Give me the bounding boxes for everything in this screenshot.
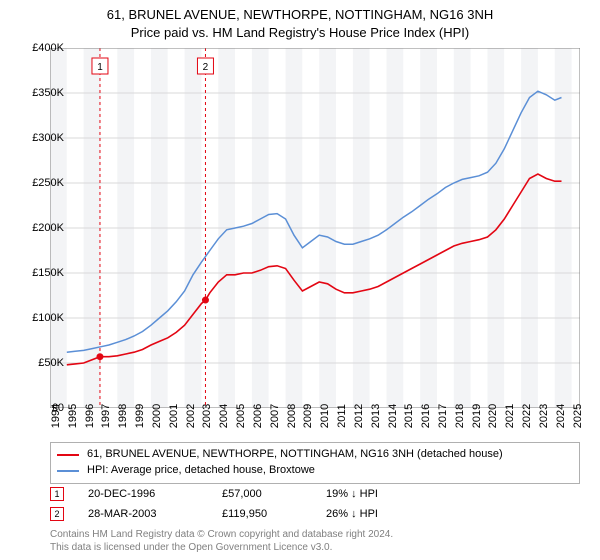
sale-date-1: 20-DEC-1996 (88, 488, 198, 500)
x-tick-label: 2024 (555, 404, 567, 428)
sale-row-2: 2 28-MAR-2003 £119,950 26% ↓ HPI (50, 504, 580, 524)
x-tick-label: 2025 (572, 404, 584, 428)
x-tick-label: 1994 (50, 404, 62, 428)
x-tick-label: 2019 (471, 404, 483, 428)
y-tick-label: £400K (32, 42, 64, 54)
x-tick-label: 1996 (84, 404, 96, 428)
y-tick-label: £100K (32, 312, 64, 324)
chart-svg: 12 (50, 48, 580, 408)
x-tick-label: 2014 (387, 404, 399, 428)
sale-delta-2: 26% ↓ HPI (326, 508, 426, 520)
sale-date-2: 28-MAR-2003 (88, 508, 198, 520)
legend-label-hpi: HPI: Average price, detached house, Brox… (87, 463, 315, 479)
y-tick-label: £250K (32, 177, 64, 189)
y-tick-label: £50K (38, 357, 64, 369)
footer-line-2: This data is licensed under the Open Gov… (50, 541, 580, 554)
title-line-2: Price paid vs. HM Land Registry's House … (0, 24, 600, 42)
legend-row-property: 61, BRUNEL AVENUE, NEWTHORPE, NOTTINGHAM… (57, 447, 573, 463)
x-tick-label: 2006 (252, 404, 264, 428)
x-tick-label: 1997 (100, 404, 112, 428)
sale-delta-1: 19% ↓ HPI (326, 488, 426, 500)
chart-container: 61, BRUNEL AVENUE, NEWTHORPE, NOTTINGHAM… (0, 0, 600, 560)
sales-block: 1 20-DEC-1996 £57,000 19% ↓ HPI 2 28-MAR… (50, 484, 580, 524)
x-tick-label: 2005 (235, 404, 247, 428)
x-tick-label: 1999 (134, 404, 146, 428)
x-tick-label: 2016 (420, 404, 432, 428)
legend-label-property: 61, BRUNEL AVENUE, NEWTHORPE, NOTTINGHAM… (87, 447, 503, 463)
x-tick-label: 2023 (538, 404, 550, 428)
sale-row-1: 1 20-DEC-1996 £57,000 19% ↓ HPI (50, 484, 580, 504)
x-tick-label: 2008 (286, 404, 298, 428)
sale-marker-1: 1 (50, 487, 64, 501)
x-tick-label: 2003 (201, 404, 213, 428)
x-tick-label: 2021 (504, 404, 516, 428)
footer: Contains HM Land Registry data © Crown c… (50, 528, 580, 554)
legend: 61, BRUNEL AVENUE, NEWTHORPE, NOTTINGHAM… (50, 442, 580, 484)
sale-price-2: £119,950 (222, 508, 302, 520)
x-tick-label: 2009 (302, 404, 314, 428)
sale-marker-2: 2 (50, 507, 64, 521)
y-tick-label: £150K (32, 267, 64, 279)
x-tick-label: 2000 (151, 404, 163, 428)
x-tick-label: 1998 (117, 404, 129, 428)
y-tick-label: £350K (32, 87, 64, 99)
svg-text:1: 1 (97, 62, 103, 73)
x-tick-label: 2011 (336, 404, 348, 428)
footer-line-1: Contains HM Land Registry data © Crown c… (50, 528, 580, 541)
legend-row-hpi: HPI: Average price, detached house, Brox… (57, 463, 573, 479)
x-tick-label: 2001 (168, 404, 180, 428)
title-block: 61, BRUNEL AVENUE, NEWTHORPE, NOTTINGHAM… (0, 0, 600, 41)
sale-price-1: £57,000 (222, 488, 302, 500)
x-tick-label: 2004 (218, 404, 230, 428)
x-tick-label: 2018 (454, 404, 466, 428)
x-tick-label: 2015 (403, 404, 415, 428)
x-tick-label: 2002 (185, 404, 197, 428)
chart-area: 12 (50, 48, 580, 408)
title-line-1: 61, BRUNEL AVENUE, NEWTHORPE, NOTTINGHAM… (0, 6, 600, 24)
x-tick-label: 2020 (487, 404, 499, 428)
svg-text:2: 2 (203, 62, 209, 73)
legend-swatch-hpi (57, 470, 79, 472)
x-tick-label: 2012 (353, 404, 365, 428)
legend-swatch-property (57, 454, 79, 456)
y-tick-label: £200K (32, 222, 64, 234)
x-tick-label: 2022 (521, 404, 533, 428)
x-tick-label: 2007 (269, 404, 281, 428)
x-tick-label: 2013 (370, 404, 382, 428)
x-tick-label: 2017 (437, 404, 449, 428)
x-tick-label: 2010 (319, 404, 331, 428)
y-tick-label: £300K (32, 132, 64, 144)
x-tick-label: 1995 (67, 404, 79, 428)
